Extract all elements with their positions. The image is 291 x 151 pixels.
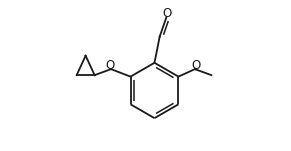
Text: O: O xyxy=(106,59,115,72)
Text: O: O xyxy=(191,59,200,72)
Text: O: O xyxy=(162,7,171,20)
